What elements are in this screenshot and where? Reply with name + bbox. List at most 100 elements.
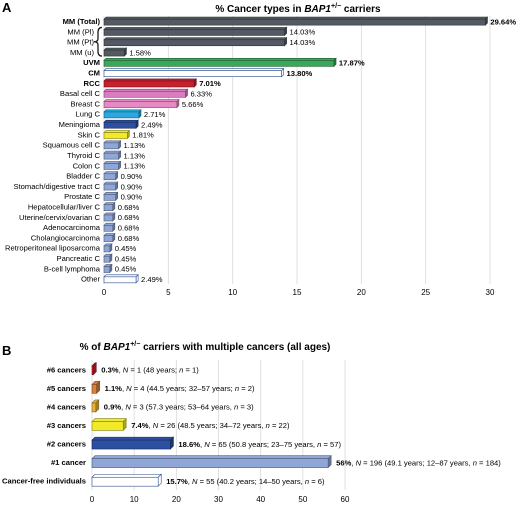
bar-face [103, 183, 116, 191]
x-tick-label: 50 [298, 495, 307, 504]
title-superscript: +/− [331, 3, 341, 10]
value-label: 56%, N = 196 (49.1 years; 12–87 years, n… [336, 458, 501, 467]
value-detail: N [192, 477, 198, 486]
x-tick-label: 30 [214, 495, 223, 504]
category-label: Skin C [78, 130, 101, 139]
bar [103, 253, 113, 263]
category-label: #4 cancers [47, 402, 86, 411]
value-percent: 18.6% [178, 440, 200, 449]
value-label: 0.9%, N = 3 (57.3 years; 53–64 years, n … [104, 403, 254, 412]
value-detail: n [305, 477, 309, 486]
bar-top [103, 88, 189, 92]
value-percent: 0.3% [101, 365, 119, 374]
value-label: 2.49% [141, 275, 163, 284]
title-superscript: +/− [130, 341, 140, 348]
bar [91, 362, 97, 376]
value-label: 0.3%, N = 1 (48 years; n = 1) [101, 365, 199, 374]
value-detail: n [266, 421, 270, 430]
value-detail: = 1) [183, 365, 199, 374]
category-label: Meningioma [59, 120, 101, 129]
bar-face [103, 132, 128, 139]
category-label: Stomach/digestive tract C [13, 182, 100, 191]
category-label: Squamous cell C [43, 141, 101, 150]
value-detail: , [351, 458, 355, 467]
bar [103, 160, 122, 171]
category-label: MM (Total) [63, 17, 101, 26]
value-detail: N [204, 440, 210, 449]
category-label: Prostate C [64, 192, 100, 201]
multiple-cancers-chart: % of BAP1+/− carriers with multiple canc… [2, 341, 501, 504]
bar-top [91, 436, 175, 441]
bar-top [103, 27, 288, 30]
value-detail: = 196 (49.1 years; 12–87 years, [361, 458, 473, 467]
value-label: 17.87% [339, 59, 365, 68]
value-detail: , [121, 403, 125, 412]
value-label: 1.13% [124, 162, 146, 171]
value-detail: = 4 (44.5 years; 32–57 years; [132, 384, 235, 393]
x-tick-label: 20 [172, 495, 181, 504]
bar-face [103, 91, 186, 98]
bar-top [103, 161, 122, 164]
category-label: CM [88, 68, 100, 77]
bar-top [103, 58, 337, 61]
value-label: 1.58% [129, 48, 151, 57]
value-detail: = 6) [309, 477, 325, 486]
bar-top [103, 99, 180, 102]
bar-face [103, 245, 111, 253]
value-label: 5.66% [182, 100, 204, 109]
category-label: Retroperitoneal liposarcoma [5, 244, 101, 253]
category-label: MM (Pl) [67, 27, 94, 36]
bar [103, 170, 119, 181]
value-label: 18.6%, N = 65 (50.8 years; 23–75 years, … [178, 440, 341, 449]
bar-face [103, 142, 119, 150]
bar [91, 380, 101, 395]
value-detail: N [123, 365, 129, 374]
value-label: 1.13% [124, 151, 146, 160]
value-detail: N [125, 403, 131, 412]
bar [103, 212, 116, 222]
value-percent: 0.9% [104, 403, 122, 412]
value-detail: = 55 (40.2 years; 14–50 years, [197, 477, 304, 486]
value-label: 0.90% [121, 182, 143, 191]
value-detail: = 3 (57.3 years; 53–64 years, [131, 403, 234, 412]
bar-top [91, 418, 127, 422]
value-detail: = 184) [477, 458, 501, 467]
value-detail: , [149, 421, 153, 430]
bar-top [103, 68, 285, 72]
bar [103, 67, 285, 78]
value-label: 7.01% [199, 79, 221, 88]
value-detail: = 1 (48 years; [128, 365, 179, 374]
bar [103, 119, 139, 129]
chart-a-title: % Cancer types in BAP1+/− carriers [215, 3, 381, 15]
bar-face [103, 29, 285, 36]
category-label: #3 cancers [47, 421, 86, 430]
x-tick-label: 0 [90, 495, 95, 504]
x-tick-label: 10 [130, 495, 139, 504]
x-tick-label: 40 [256, 495, 265, 504]
category-label: Other [81, 275, 100, 284]
value-detail: = 57) [321, 440, 341, 449]
bar-top [103, 150, 122, 154]
bar [103, 57, 337, 68]
bar [103, 150, 122, 160]
title-gene: BAP1 [104, 342, 131, 353]
bar [91, 473, 162, 487]
title-suffix: carriers [341, 4, 381, 15]
value-detail: = 2) [239, 384, 255, 393]
x-tick-label: 20 [357, 288, 366, 297]
bar-face [91, 421, 124, 431]
bar [103, 36, 288, 47]
category-label: B-cell lymphoma [44, 264, 101, 273]
bar [103, 140, 122, 150]
value-detail: N [153, 421, 159, 430]
bar [103, 16, 489, 26]
value-detail: n [235, 384, 239, 393]
value-detail: n [234, 403, 238, 412]
category-label: #6 cancers [47, 365, 86, 374]
value-detail: n [473, 458, 477, 467]
cancer-types-chart: % Cancer types in BAP1+/− carriers 0 5 10 15… [5, 3, 516, 297]
category-label: RCC [84, 79, 101, 88]
value-detail: = 3) [238, 403, 254, 412]
value-detail: , [122, 384, 126, 393]
bar-face [91, 439, 171, 450]
